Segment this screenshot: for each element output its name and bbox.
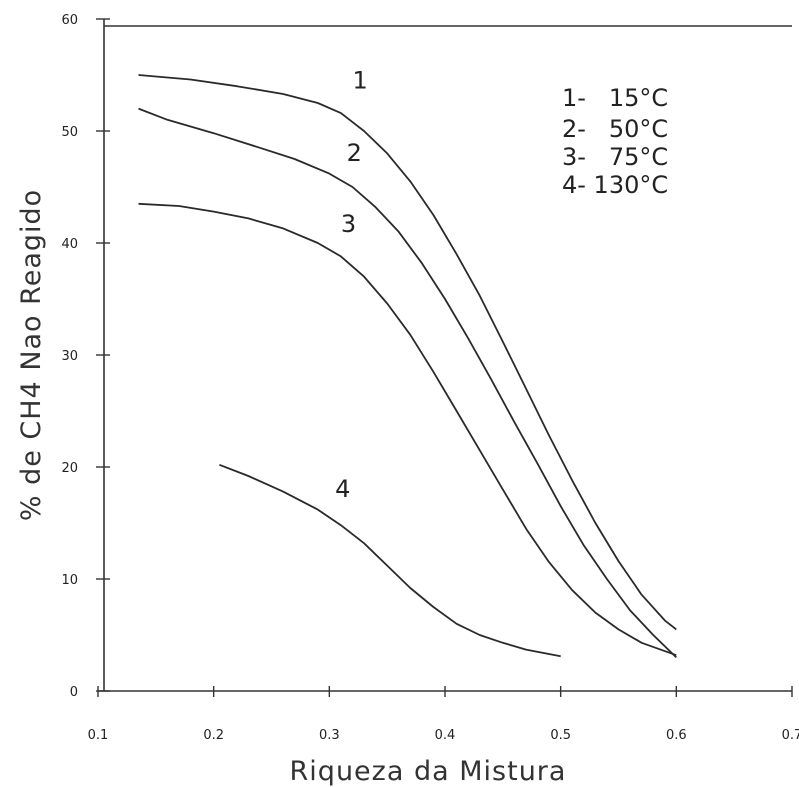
axes bbox=[98, 19, 792, 692]
y-tick-label: 20 bbox=[61, 461, 78, 476]
x-tick-label: 0.5 bbox=[550, 728, 571, 743]
x-tick-label: 0.4 bbox=[435, 728, 456, 743]
x-axis-title: Riqueza da Mistura bbox=[290, 756, 567, 787]
y-tick-label: 50 bbox=[61, 125, 78, 140]
legend-entry-1: 1- 15°C bbox=[562, 84, 668, 112]
y-ticks: 0 10 20 30 40 50 60 bbox=[61, 13, 110, 700]
legend: 1- 15°C 2- 50°C 3- 75°C 4- 130°C bbox=[562, 84, 668, 199]
x-tick-label: 0.7 bbox=[782, 728, 799, 743]
x-tick-label: 0.2 bbox=[203, 728, 224, 743]
series-line-3 bbox=[138, 202, 677, 657]
curve-label-2: 2 bbox=[347, 139, 362, 167]
series-line-2 bbox=[138, 107, 677, 659]
curve-labels: 1 2 3 4 bbox=[335, 66, 368, 503]
y-tick-label: 10 bbox=[61, 573, 78, 588]
x-tick-label: 0.6 bbox=[666, 728, 687, 743]
series-line-4 bbox=[219, 463, 561, 658]
series-line-1 bbox=[138, 74, 677, 631]
legend-entry-4: 4- 130°C bbox=[562, 171, 668, 199]
y-tick-label: 40 bbox=[61, 237, 78, 252]
legend-entry-2: 2- 50°C bbox=[562, 115, 668, 143]
y-axis-title: % de CH4 Nao Reagido bbox=[16, 189, 47, 521]
y-tick-label: 30 bbox=[61, 349, 78, 364]
curve-label-3: 3 bbox=[341, 210, 356, 238]
y-tick-label: 0 bbox=[70, 685, 78, 700]
curve-label-4: 4 bbox=[335, 475, 350, 503]
x-tick-label: 0.3 bbox=[319, 728, 340, 743]
legend-entry-3: 3- 75°C bbox=[562, 143, 668, 171]
curve-label-1: 1 bbox=[352, 66, 367, 94]
y-tick-label: 60 bbox=[61, 13, 78, 28]
x-tick-label: 0.1 bbox=[88, 728, 109, 743]
x-ticks: 0.1 0.2 0.3 0.4 0.5 0.6 0.7 bbox=[88, 686, 799, 743]
series-lines bbox=[138, 74, 677, 659]
